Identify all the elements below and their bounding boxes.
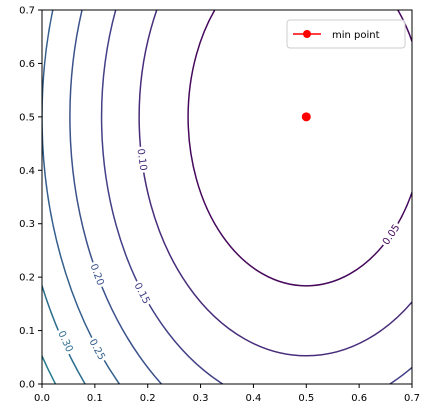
contour-label-bg: [86, 259, 109, 290]
y-tick-label: 0.2: [19, 273, 35, 284]
y-tick-label: 0.1: [19, 326, 35, 337]
contour-label-bg: [133, 145, 152, 174]
contour-line-0.20: [69, 10, 163, 384]
contour-label-bg: [377, 219, 404, 250]
contour-label-bg: [85, 334, 110, 365]
contour-label: 0.10: [135, 148, 149, 171]
contour-label-bg: [130, 278, 155, 308]
y-tick-label: 0.4: [19, 166, 35, 177]
plot-frame: [41, 9, 413, 385]
contour-label-bg: [54, 326, 78, 356]
x-tick-label: 0.1: [87, 393, 103, 404]
y-tick-label: 0.0: [19, 380, 35, 391]
legend-box: [286, 19, 406, 49]
contour-line-0.15: [100, 10, 412, 384]
y-tick-label: 0.5: [19, 112, 35, 123]
x-tick-label: 0.2: [140, 393, 156, 404]
contour-line-0.10: [138, 10, 412, 357]
legend-label: min point: [332, 30, 380, 41]
contour-line-0.05: [187, 10, 412, 287]
y-tick-label: 0.6: [19, 59, 35, 70]
x-tick-label: 0.0: [34, 393, 50, 404]
min-point-marker: [301, 112, 311, 122]
x-tick-label: 0.7: [404, 393, 420, 404]
contour-labels: 0.050.100.150.200.250.30: [54, 145, 404, 365]
y-axis: 0.0 0.1 0.2 0.3 0.4 0.5 0.6 0.7: [19, 6, 42, 391]
y-tick-label: 0.3: [19, 219, 35, 230]
y-tick-label: 0.7: [19, 6, 35, 17]
legend: min point: [286, 19, 406, 49]
x-tick-label: 0.4: [245, 393, 261, 404]
legend-marker: [303, 30, 311, 38]
x-tick-label: 0.5: [298, 393, 314, 404]
min-point-marker-group: [301, 112, 311, 122]
x-tick-label: 0.3: [193, 393, 209, 404]
x-tick-label: 0.6: [351, 393, 367, 404]
x-axis: 0.0 0.1 0.2 0.3 0.4 0.5 0.6 0.7: [34, 384, 420, 404]
